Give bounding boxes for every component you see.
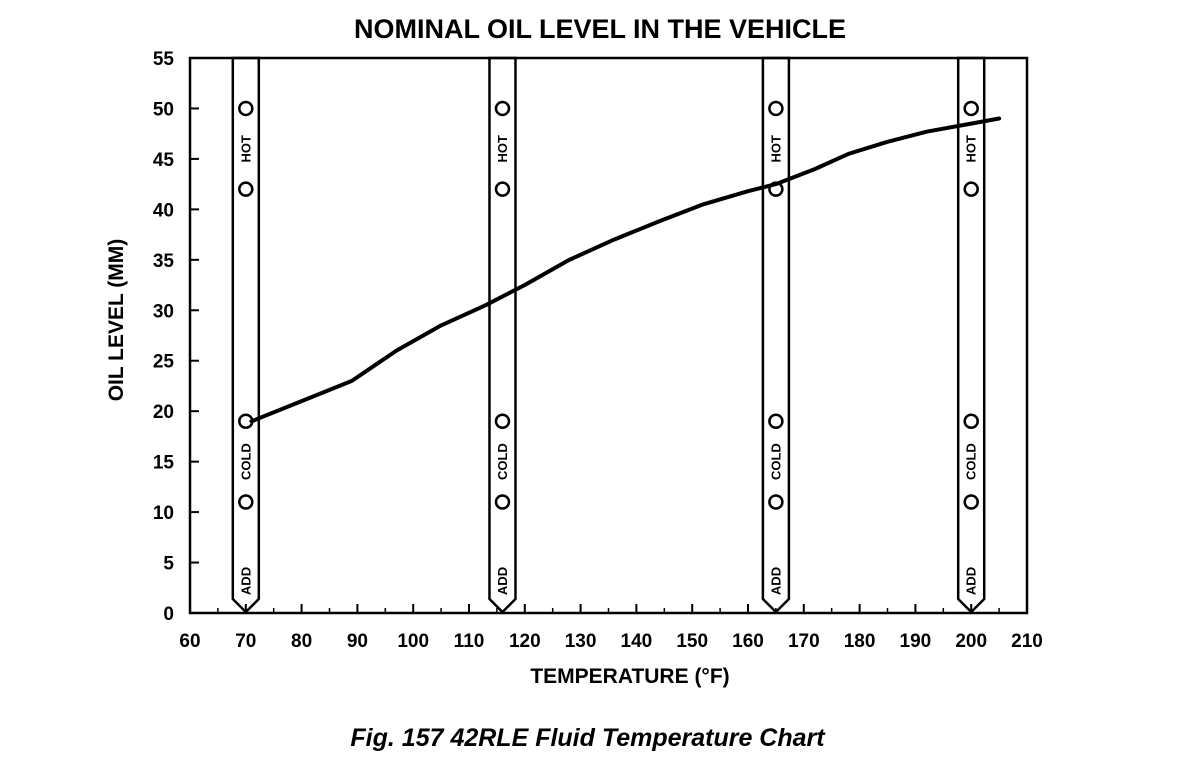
y-tick-label: 55 bbox=[153, 49, 175, 70]
dipstick-label-hot: HOT bbox=[768, 135, 783, 163]
tick-labels: 60 70 80 90 100 110 120 130 140 150 160 170 180 190 20… bbox=[153, 49, 1043, 652]
dipstick-mark-circle bbox=[494, 413, 511, 430]
x-tick-label: 90 bbox=[347, 631, 368, 652]
y-tick-label: 20 bbox=[153, 402, 174, 423]
dipstick-70: HOT COLD ADD bbox=[231, 56, 261, 614]
y-tick-label: 50 bbox=[153, 99, 174, 120]
dipstick-mark-circle bbox=[963, 413, 979, 430]
x-tick-label: 130 bbox=[565, 631, 597, 652]
dipstick-label-cold: COLD bbox=[768, 443, 783, 480]
x-tick-label: 110 bbox=[454, 631, 485, 652]
x-tick-label: 70 bbox=[235, 631, 256, 652]
axis-ticks bbox=[189, 57, 1028, 614]
x-tick-label: 200 bbox=[955, 631, 987, 652]
dipstick-gauges: HOT COLD ADD HOT COLD ADD HOT COLD ADD HOT COLD ADD bbox=[231, 56, 986, 614]
dipstick-label-hot: HOT bbox=[495, 135, 510, 163]
y-axis-label: OIL LEVEL (MM) bbox=[105, 239, 128, 402]
y-tick-label: 0 bbox=[163, 604, 174, 625]
dipstick-label-add: ADD bbox=[964, 567, 979, 595]
x-tick-label: 80 bbox=[291, 631, 312, 652]
dipstick-mark-circle bbox=[494, 181, 511, 197]
oil-level-line bbox=[249, 116, 1002, 424]
x-tick-label: 100 bbox=[397, 631, 429, 652]
dipstick-mark-circle bbox=[768, 494, 784, 510]
x-tick-label: 190 bbox=[900, 631, 932, 652]
y-tick-label: 35 bbox=[153, 251, 175, 272]
x-tick-label: 170 bbox=[788, 631, 820, 652]
dipstick-mark-circle bbox=[963, 181, 979, 197]
y-tick-label: 45 bbox=[153, 150, 175, 171]
y-tick-label: 15 bbox=[153, 453, 175, 474]
dipstick-mark-circle bbox=[963, 100, 979, 117]
dipstick-label-cold: COLD bbox=[238, 443, 253, 480]
dipstick-label-hot: HOT bbox=[964, 135, 979, 163]
dipstick-label-add: ADD bbox=[238, 567, 253, 595]
y-tick-label: 40 bbox=[153, 200, 174, 221]
dipstick-label-add: ADD bbox=[495, 567, 510, 595]
x-tick-label: 210 bbox=[1011, 631, 1043, 652]
dipstick-mark-circle bbox=[963, 494, 979, 510]
dipstick-mark-circle bbox=[768, 100, 784, 117]
x-tick-label: 180 bbox=[844, 631, 876, 652]
x-tick-label: 140 bbox=[621, 631, 653, 652]
plot-frame bbox=[188, 56, 1029, 615]
x-tick-label: 150 bbox=[676, 631, 708, 652]
y-tick-label: 10 bbox=[153, 503, 174, 524]
dipstick-mark-circle bbox=[494, 100, 511, 117]
dipstick-mark-circle bbox=[494, 494, 511, 510]
y-tick-label: 5 bbox=[163, 554, 174, 575]
chart-title: NOMINAL OIL LEVEL IN THE VEHICLE bbox=[354, 14, 846, 44]
dipstick-label-add: ADD bbox=[768, 567, 783, 595]
dipstick-165: HOT COLD ADD bbox=[761, 56, 791, 614]
y-tick-label: 30 bbox=[153, 301, 174, 322]
x-axis-label: TEMPERATURE (°F) bbox=[530, 665, 729, 688]
figure-caption: Fig. 157 42RLE Fluid Temperature Chart bbox=[350, 724, 825, 752]
y-tick-label: 25 bbox=[153, 352, 175, 373]
x-tick-label: 60 bbox=[179, 631, 200, 652]
x-tick-label: 160 bbox=[732, 631, 764, 652]
dipstick-label-hot: HOT bbox=[238, 135, 253, 163]
dipstick-200: HOT COLD ADD bbox=[956, 56, 986, 614]
dipstick-mark-circle bbox=[768, 413, 784, 430]
x-tick-label: 120 bbox=[509, 631, 541, 652]
dipstick-mark-circle bbox=[238, 181, 254, 197]
dipstick-label-cold: COLD bbox=[495, 443, 510, 480]
dipstick-116: HOT COLD ADD bbox=[488, 56, 517, 614]
dipstick-mark-circle bbox=[238, 100, 254, 117]
dipstick-label-cold: COLD bbox=[964, 443, 979, 480]
dipstick-mark-circle bbox=[238, 494, 254, 510]
